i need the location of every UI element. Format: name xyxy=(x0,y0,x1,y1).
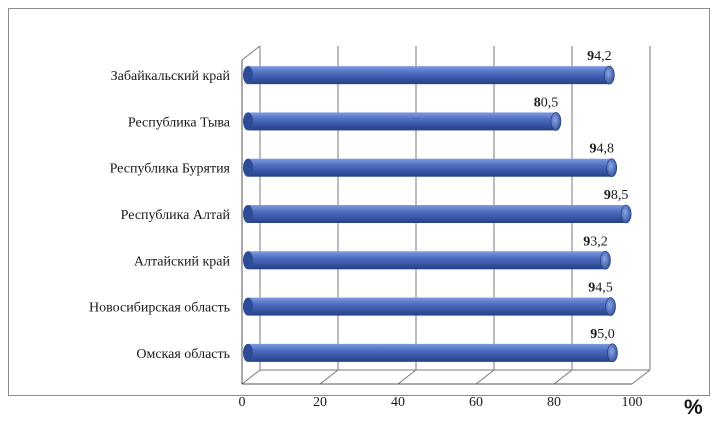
bars xyxy=(243,65,632,363)
bar-end-cap xyxy=(606,158,618,178)
bar xyxy=(248,297,611,316)
floor-gridline xyxy=(631,369,651,385)
floor-gridline xyxy=(397,369,417,385)
bar-end-cap xyxy=(600,250,611,270)
bar xyxy=(248,66,610,85)
bar-left-cap xyxy=(243,251,253,270)
floor-gridline xyxy=(475,369,495,385)
bar xyxy=(248,112,556,131)
x-tick-label: 20 xyxy=(313,395,327,410)
floor-gridline xyxy=(319,369,339,385)
bar-left-cap xyxy=(243,343,253,362)
bar-end-cap xyxy=(607,343,618,363)
value-label: 93,2 xyxy=(583,234,608,249)
bar-left-cap xyxy=(243,66,253,85)
x-tick-label: 100 xyxy=(622,395,643,410)
category-label: Республика Бурятия xyxy=(110,162,231,177)
bar-left-cap xyxy=(243,297,253,316)
value-label: 98,5 xyxy=(604,188,629,203)
floor-gridline xyxy=(241,369,261,385)
category-label: Новосибирская область xyxy=(89,301,230,316)
x-tick-label: 40 xyxy=(391,395,405,410)
bar xyxy=(248,343,613,362)
value-label: 94,5 xyxy=(588,281,613,296)
bar-left-cap xyxy=(243,158,253,177)
category-label: Забайкальский край xyxy=(111,69,231,84)
value-label: 94,8 xyxy=(589,142,614,157)
side-wall-top xyxy=(241,45,261,61)
bar-left-cap xyxy=(243,205,253,223)
bar xyxy=(248,205,627,223)
bar-end-cap xyxy=(620,204,632,224)
value-label: 95,0 xyxy=(590,327,615,342)
bar-end-cap xyxy=(604,65,615,85)
category-label: Омская область xyxy=(136,347,230,362)
value-label: 80,5 xyxy=(534,95,559,110)
bar xyxy=(248,251,606,270)
value-label: 94,2 xyxy=(587,49,612,64)
labels: 0 20 40 60 80 100 Забайкальский край 94,2 Респуб… xyxy=(89,49,642,410)
category-label: Республика Тыва xyxy=(128,115,231,130)
category-label: Алтайский край xyxy=(134,254,231,269)
x-tick-label: 80 xyxy=(547,395,561,410)
category-label: Республика Алтай xyxy=(121,208,231,223)
x-tick-label: 60 xyxy=(469,395,483,410)
unit-label: % xyxy=(684,396,703,419)
floor-gridline xyxy=(553,369,573,385)
axes xyxy=(241,45,650,385)
x-tick-label: 0 xyxy=(239,395,246,410)
bar-end-cap xyxy=(550,112,562,131)
bar-left-cap xyxy=(243,112,253,131)
bar-end-cap xyxy=(605,297,616,316)
bar xyxy=(248,158,612,177)
